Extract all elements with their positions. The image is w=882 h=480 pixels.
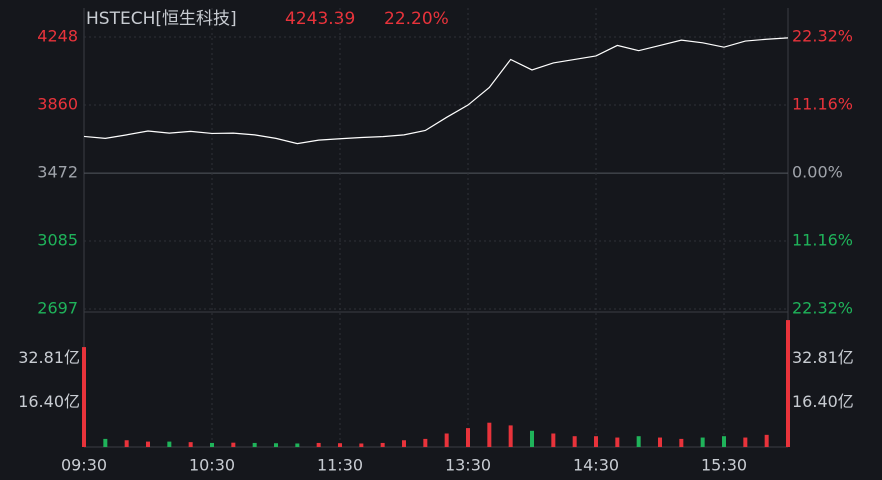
volume-bar <box>786 320 790 447</box>
volume-bar <box>167 441 172 447</box>
volume-bar <box>82 347 86 447</box>
volume-bar <box>615 437 620 447</box>
y-tick-label: 4248 <box>37 27 78 46</box>
last-change: 22.20% <box>384 9 449 29</box>
last-price: 4243.39 <box>285 9 355 29</box>
y-tick-label: 2697 <box>37 299 78 318</box>
volume-tick-label-right: 32.81亿 <box>792 348 854 367</box>
y2-tick-label: 22.32% <box>792 299 853 318</box>
volume-bar <box>700 437 705 447</box>
x-tick-label: 14:30 <box>573 456 619 475</box>
x-tick-label: 15:30 <box>701 456 747 475</box>
y-tick-label: 3085 <box>37 230 78 249</box>
y2-tick-label: 0.00% <box>792 163 843 182</box>
volume-bar <box>551 433 556 447</box>
y2-tick-label: 11.16% <box>792 231 853 250</box>
x-tick-label: 10:30 <box>189 456 235 475</box>
volume-bar <box>722 436 726 447</box>
volume-bar <box>658 437 662 447</box>
volume-bar <box>146 441 150 447</box>
volume-bar <box>274 443 278 447</box>
y-tick-label: 3860 <box>37 95 78 114</box>
x-tick-label: 09:30 <box>61 456 107 475</box>
chart-title: HSTECH[恒生科技] <box>86 9 237 29</box>
volume-bar <box>402 440 406 447</box>
volume-bar <box>764 434 769 447</box>
volume-bar <box>572 436 577 447</box>
volume-bar <box>466 428 470 447</box>
volume-bar <box>338 443 342 447</box>
volume-tick-label: 16.40亿 <box>18 392 80 411</box>
volume-bar <box>380 442 385 447</box>
volume-bar <box>636 436 641 447</box>
y-tick-label: 3472 <box>37 163 78 182</box>
volume-bar <box>594 436 598 447</box>
volume-tick-label-right: 16.40亿 <box>792 392 854 411</box>
volume-bar <box>188 442 193 447</box>
volume-bar <box>444 433 449 447</box>
volume-bar <box>210 442 214 447</box>
price-line <box>83 37 789 145</box>
volume-bar <box>359 443 364 447</box>
volume-bar <box>487 422 492 447</box>
volume-bar <box>530 430 534 447</box>
y2-tick-label: 11.16% <box>792 95 853 114</box>
volume-bar <box>423 438 428 447</box>
volume-bar <box>295 443 300 447</box>
volume-bar <box>103 438 108 447</box>
volume-bar <box>508 425 513 447</box>
volume-bar <box>679 438 684 447</box>
volume-bar <box>252 442 257 447</box>
y2-tick-label: 22.32% <box>792 27 853 46</box>
volume-bar <box>124 440 129 447</box>
volume-bar <box>231 442 236 447</box>
volume-bar <box>316 442 321 447</box>
volume-bar <box>743 437 748 447</box>
x-tick-label: 13:30 <box>445 456 491 475</box>
volume-tick-label: 32.81亿 <box>18 348 80 367</box>
x-tick-label: 11:30 <box>317 456 363 475</box>
